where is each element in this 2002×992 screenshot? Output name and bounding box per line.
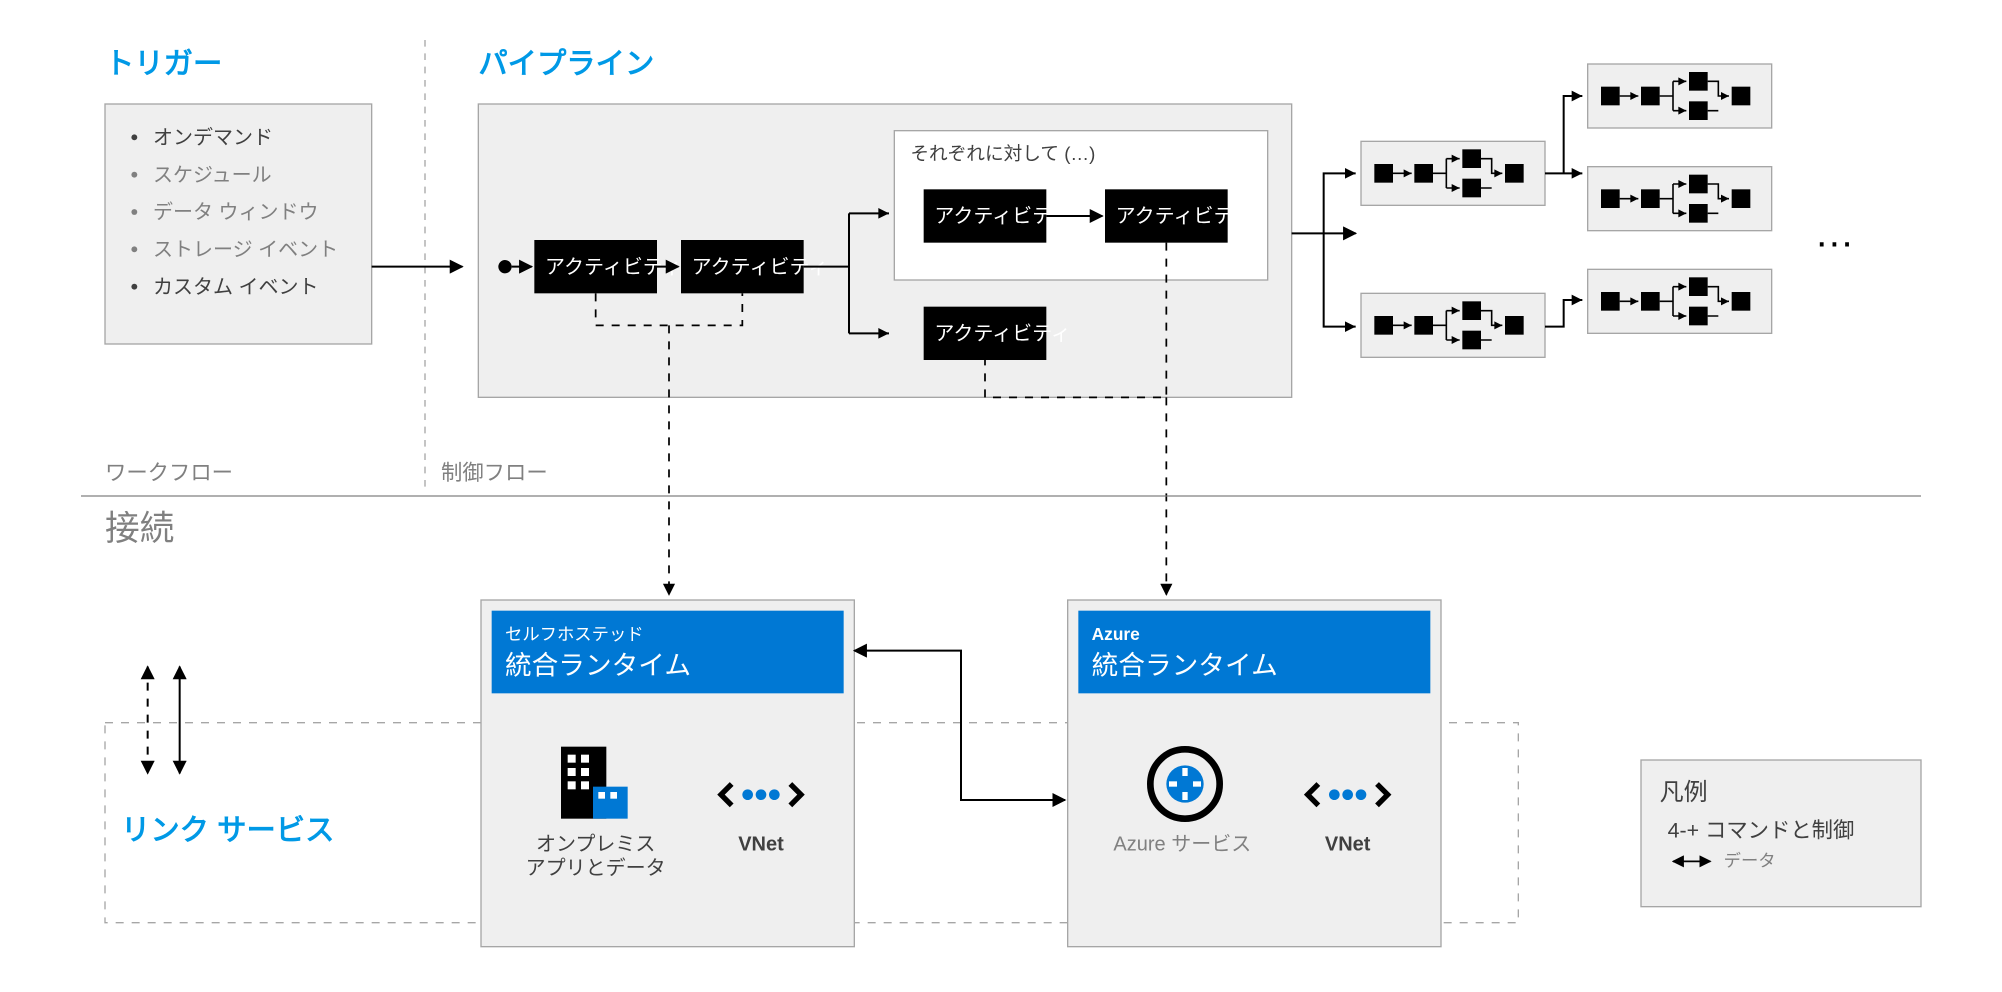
svg-text:データ: データ (1724, 851, 1776, 871)
mini-pipeline-c2-1 (1588, 64, 1772, 128)
mini-pipeline-c1-2 (1361, 293, 1545, 357)
svg-text:アクティビティ: アクティビティ (1116, 205, 1253, 228)
svg-text:オンデマンド: オンデマンド (153, 126, 273, 149)
mini-pipeline-c1-1 (1361, 141, 1545, 205)
svg-text:Azure: Azure (1092, 624, 1141, 644)
runtime-connector (854, 651, 1065, 800)
svg-text:アプリとデータ: アプリとデータ (526, 857, 666, 880)
selfhosted-panel: セルフホステッド 統合ランタイム オンプレミス アプリとデータ VNet (481, 600, 854, 947)
svg-text:凡例: 凡例 (1660, 779, 1708, 806)
svg-text:オンプレミス: オンプレミス (536, 834, 655, 856)
workflow-label: ワークフロー (105, 461, 233, 485)
control-flow-label: 制御フロー (441, 461, 548, 485)
azure-panel: Azure 統合ランタイム Azure サービス VNet (1068, 600, 1441, 947)
ellipsis: … (1814, 212, 1854, 256)
mini-pipeline-c2-3 (1588, 269, 1772, 333)
svg-text:ストレージ イベント: ストレージ イベント (153, 239, 338, 261)
link-service-title: リンク サービス (121, 814, 334, 847)
mini-pipeline-c2-2 (1588, 167, 1772, 231)
svg-text:スケジュール: スケジュール (153, 164, 272, 186)
svg-text:データ ウィンドウ: データ ウィンドウ (153, 201, 319, 224)
svg-text:統合ランタイム: 統合ランタイム (1092, 651, 1278, 681)
legend-box: 凡例 4-+ コマンドと制御 データ (1641, 760, 1921, 907)
svg-text:統合ランタイム: 統合ランタイム (505, 651, 691, 681)
svg-text:セルフホステッド: セルフホステッド (505, 624, 644, 644)
svg-text:それぞれに対して (…): それぞれに対して (…) (910, 143, 1095, 164)
trigger-title: トリガー (105, 47, 222, 80)
connection-label: 接続 (105, 510, 174, 548)
svg-text:カスタム イベント: カスタム イベント (153, 275, 319, 298)
start-dot (498, 260, 511, 273)
svg-text:Azure サービス: Azure サービス (1113, 833, 1251, 856)
pipeline-title: パイプライン (478, 47, 654, 80)
svg-text:VNet: VNet (1325, 834, 1371, 856)
svg-text:アクティビティ: アクティビティ (934, 322, 1071, 345)
svg-text:VNet: VNet (738, 834, 784, 856)
svg-text:4-+ コマンドと制御: 4-+ コマンドと制御 (1668, 818, 1855, 842)
